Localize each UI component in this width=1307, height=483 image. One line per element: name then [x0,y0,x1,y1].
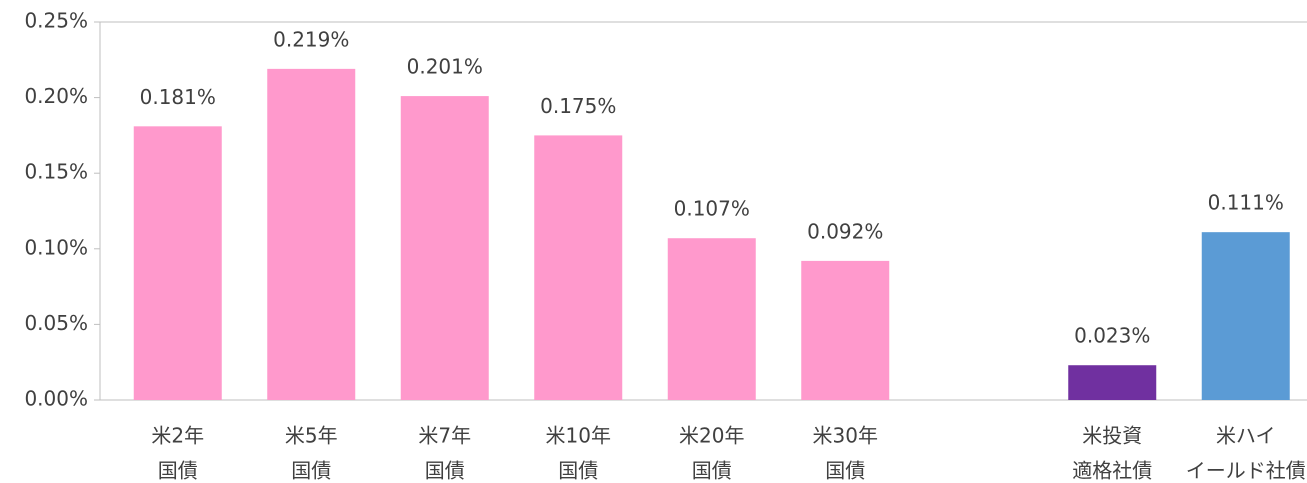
bar [667,238,756,400]
data-label: 0.201% [407,55,483,79]
y-tick-label: 0.25% [24,9,88,33]
x-tick-label: 米10年 [546,424,611,448]
bar [133,126,222,400]
data-label: 0.175% [540,94,616,118]
x-tick-label: 米ハイ [1216,424,1276,448]
y-tick-label: 0.05% [24,311,88,335]
y-tick-label: 0.20% [24,84,88,108]
data-label: 0.107% [674,197,750,221]
x-tick-label: 国債 [825,459,865,483]
y-tick-label: 0.10% [24,235,88,259]
x-tick-label: 米5年 [285,424,338,448]
bar [1201,232,1290,400]
x-tick-label: 米投資 [1082,424,1142,448]
x-tick-label: 米30年 [813,424,878,448]
data-label: 0.092% [807,219,883,243]
x-tick-label: 国債 [692,459,732,483]
x-tick-label: 国債 [158,459,198,483]
x-tick-label: 国債 [558,459,598,483]
x-tick-label: イールド社債 [1186,459,1306,483]
data-label: 0.111% [1208,191,1284,215]
x-tick-label: 米20年 [679,424,744,448]
bar [267,68,356,400]
y-tick-label: 0.15% [24,160,88,184]
x-tick-label: 国債 [291,459,331,483]
x-tick-label: 国債 [425,459,465,483]
y-tick-label: 0.00% [24,387,88,411]
data-label: 0.219% [273,27,349,51]
x-tick-label: 米2年 [151,424,204,448]
bar [400,96,489,400]
bar [534,135,623,400]
x-tick-label: 米7年 [418,424,471,448]
bar [801,260,890,400]
data-label: 0.181% [140,85,216,109]
data-label: 0.023% [1074,324,1150,348]
bar [1068,365,1157,400]
x-tick-label: 適格社債 [1072,459,1152,483]
